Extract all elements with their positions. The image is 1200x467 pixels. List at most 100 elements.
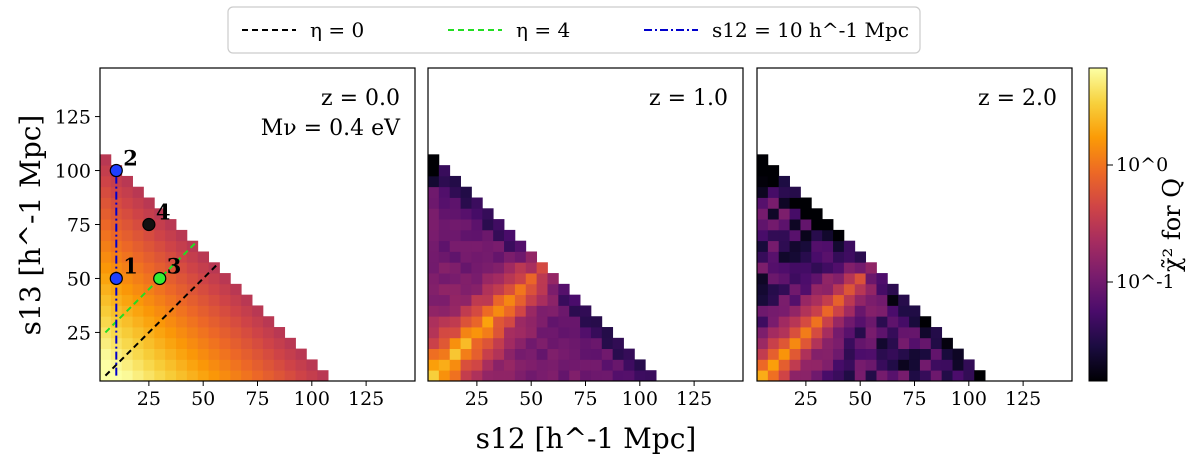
heatmap-cell xyxy=(219,337,231,350)
heatmap-cell xyxy=(460,327,472,339)
heatmap-cell xyxy=(208,294,220,306)
heatmap-cell xyxy=(634,370,646,382)
heatmap-cell xyxy=(460,197,472,209)
heatmap-cell xyxy=(833,283,845,296)
heatmap-cell xyxy=(428,154,440,166)
heatmap-cell xyxy=(811,370,823,382)
heatmap-cell xyxy=(176,294,188,306)
heatmap-cell xyxy=(898,294,910,306)
panel-z2: 25 50 75 100 125 z = 2.0 xyxy=(756,67,1073,410)
heatmap-cell xyxy=(909,359,921,371)
heatmap-cell xyxy=(789,283,801,296)
heatmap-cell xyxy=(789,359,801,371)
heatmap-cell xyxy=(100,316,112,328)
heatmap-cell xyxy=(778,348,790,360)
heatmap-cell xyxy=(800,251,812,263)
heatmap-cell xyxy=(822,305,834,317)
heatmap-cell xyxy=(854,316,867,328)
heatmap-cell xyxy=(767,273,780,285)
heatmap-cell xyxy=(438,283,451,296)
heatmap-cell xyxy=(449,327,461,339)
heatmap-cell xyxy=(767,186,780,198)
heatmap-cell xyxy=(778,175,790,188)
heatmap-cell xyxy=(865,359,877,371)
heatmap-cell xyxy=(197,359,210,371)
heatmap-cell xyxy=(186,337,199,350)
heatmap-cell xyxy=(865,283,877,296)
point-label-3: 3 xyxy=(167,253,182,278)
point-label-4: 4 xyxy=(156,200,171,225)
heatmap-cell xyxy=(757,305,769,317)
heatmap-cell xyxy=(778,229,790,242)
heatmap-cell xyxy=(230,359,242,371)
heatmap-cell xyxy=(898,327,910,339)
y-tick-label: 100 xyxy=(55,161,91,183)
heatmap-cell xyxy=(547,327,559,339)
heatmap-cell xyxy=(154,327,166,339)
heatmap-cell xyxy=(843,327,856,339)
heatmap-cell xyxy=(438,359,451,371)
heatmap-cell xyxy=(919,316,932,328)
heatmap-cell xyxy=(789,219,801,231)
heatmap-cell xyxy=(165,359,177,371)
heatmap-cell xyxy=(165,240,177,252)
heatmap-cell xyxy=(121,251,133,263)
heatmap-cell xyxy=(504,370,516,382)
heatmap-cell xyxy=(919,327,932,339)
heatmap-cell xyxy=(590,370,603,382)
heatmap-cell xyxy=(493,370,505,382)
heatmap-cell xyxy=(262,327,275,339)
y-tick-label: 25 xyxy=(67,322,91,344)
heatmap-cell xyxy=(143,359,155,371)
heatmap-cell xyxy=(449,348,461,360)
heatmap-cell xyxy=(580,370,592,382)
heatmap-cell xyxy=(132,251,144,263)
heatmap-cell xyxy=(767,208,780,220)
heatmap-cell xyxy=(811,219,823,231)
heatmap-cell xyxy=(536,359,548,371)
heatmap-cell xyxy=(941,359,953,371)
heatmap-cell xyxy=(241,337,253,350)
heatmap-cell xyxy=(273,327,286,339)
heatmap-cell xyxy=(165,219,177,231)
heatmap-cell xyxy=(165,251,177,263)
heatmap-cell xyxy=(778,370,790,382)
heatmap-cell xyxy=(493,251,505,263)
heatmap-cell xyxy=(800,262,812,274)
heatmap-cell xyxy=(208,359,220,371)
heatmap-cell xyxy=(219,327,231,339)
heatmap-cell xyxy=(482,273,494,285)
heatmap-cell xyxy=(219,348,231,360)
heatmap-cell xyxy=(460,370,472,382)
heatmap-cell xyxy=(833,348,845,360)
heatmap-cell xyxy=(525,327,538,339)
heatmap-cell xyxy=(811,273,823,285)
heatmap-cell xyxy=(514,283,527,296)
heatmap-cell xyxy=(757,359,769,371)
heatmap-cell xyxy=(121,219,133,231)
heatmap-cell xyxy=(558,305,570,317)
heatmap-cell xyxy=(843,305,856,317)
heatmap-cell xyxy=(822,283,834,296)
ticks-z1: 25 50 75 100 125 xyxy=(465,381,712,410)
heatmap-cell xyxy=(558,294,570,306)
heatmap-cell xyxy=(876,316,888,328)
heatmap-cell xyxy=(284,359,296,371)
heatmap-cell xyxy=(493,294,505,306)
heatmap-cell xyxy=(100,186,112,198)
heatmap-cell xyxy=(778,327,790,339)
heatmap-cell xyxy=(460,273,472,285)
heatmap-cell xyxy=(284,370,296,382)
heatmap-cell xyxy=(241,370,253,382)
x-tick-label: 100 xyxy=(622,388,658,410)
heatmap-cell xyxy=(514,273,527,285)
heatmap-cell xyxy=(262,337,275,350)
heatmap-cell xyxy=(811,251,823,263)
heatmap-cell xyxy=(854,337,867,350)
heatmap-cell xyxy=(865,327,877,339)
heatmap-cell xyxy=(132,359,144,371)
heatmap-cell xyxy=(833,251,845,263)
heatmap-cell xyxy=(132,327,144,339)
heatmap-cell xyxy=(514,262,527,274)
heatmap-cell xyxy=(504,348,516,360)
